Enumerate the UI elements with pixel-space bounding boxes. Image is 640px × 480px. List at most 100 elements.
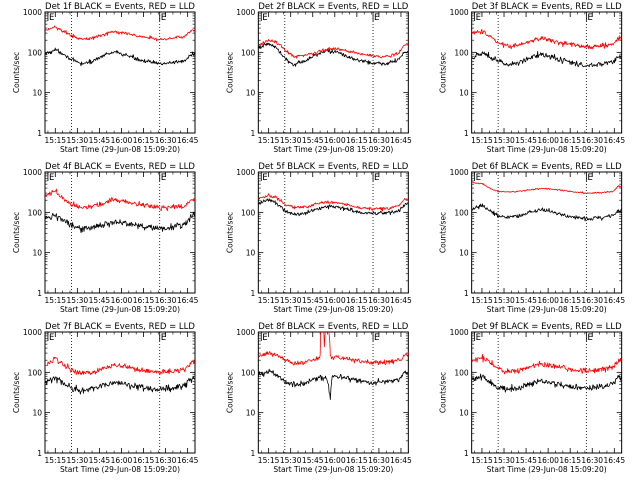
- flag-marker-label: E: [476, 13, 481, 23]
- y-tick-label: 1000: [23, 328, 42, 337]
- detector-panel-8: Det 8f BLACK = Events, RED = LLD 1 10 100 10…: [225, 322, 412, 474]
- x-tick-label: 16:30: [155, 456, 177, 465]
- detector-panel-3: Det 3f BLACK = Events, RED = LLD 1 10 100 10…: [439, 2, 626, 154]
- flag-marker-label: E: [161, 13, 166, 23]
- x-tick-label: 16:45: [177, 136, 199, 145]
- x-tick-label: 15:45: [515, 296, 537, 305]
- detector-panel-6: Det 6f BLACK = Events, RED = LLD 1 10 100 10…: [439, 162, 626, 314]
- x-tick-label: 16:45: [603, 136, 625, 145]
- y-tick-label: 100: [28, 368, 43, 377]
- y-tick-label: 10: [459, 249, 469, 258]
- y-axis-label: Counts/sec: [439, 52, 448, 93]
- x-tick-label: 16:15: [346, 136, 368, 145]
- events-series-line: [45, 211, 195, 234]
- lld-series-line: [258, 39, 409, 59]
- detector-panel-4: Det 4f BLACK = Events, RED = LLD 1 10 100 10…: [12, 162, 199, 314]
- y-tick-label: 10: [246, 409, 256, 418]
- x-tick-label: 15:30: [280, 136, 302, 145]
- lld-series-line: [258, 332, 409, 366]
- x-tick-label: 16:45: [390, 136, 412, 145]
- x-tick-label: 16:30: [368, 136, 390, 145]
- x-tick-label: 16:00: [324, 136, 346, 145]
- x-tick-label: 16:30: [368, 296, 390, 305]
- x-tick-label: 16:45: [177, 456, 199, 465]
- panel-title: Det 4f BLACK = Events, RED = LLD: [45, 162, 195, 172]
- events-series-line: [471, 51, 622, 68]
- x-tick-label: 16:00: [111, 456, 133, 465]
- x-axis-label: Start Time (29-Jun-08 15:09:20): [487, 305, 607, 314]
- flag-marker-label: E: [262, 333, 267, 343]
- x-tick-label: 15:30: [493, 136, 515, 145]
- x-tick-label: 15:45: [89, 456, 111, 465]
- x-tick-label: 16:15: [133, 136, 155, 145]
- events-series-line: [258, 42, 409, 67]
- events-series-line: [45, 47, 195, 67]
- x-tick-label: 15:45: [515, 136, 537, 145]
- flag-marker-label: E: [476, 333, 481, 343]
- x-tick-label: 15:45: [302, 456, 324, 465]
- panel-title: Det 1f BLACK = Events, RED = LLD: [45, 2, 195, 12]
- x-tick-label: 16:45: [177, 296, 199, 305]
- y-tick-label: 10: [246, 249, 256, 258]
- x-tick-label: 15:45: [89, 136, 111, 145]
- x-tick-label: 15:15: [258, 296, 280, 305]
- x-tick-label: 16:45: [390, 456, 412, 465]
- y-tick-label: 1000: [450, 328, 469, 337]
- detector-panel-1: Det 1f BLACK = Events, RED = LLD 1 10 100 10…: [12, 2, 199, 154]
- lld-series-line: [45, 188, 195, 212]
- lld-series-line: [471, 353, 622, 375]
- plot-frame: [257, 11, 409, 134]
- y-tick-label: 1000: [236, 328, 255, 337]
- y-axis-label: Counts/sec: [439, 212, 448, 253]
- y-tick-label: 1: [37, 449, 42, 458]
- x-tick-label: 15:30: [67, 456, 89, 465]
- x-tick-label: 16:15: [133, 296, 155, 305]
- lld-series-line: [471, 181, 622, 195]
- x-tick-label: 15:45: [302, 296, 324, 305]
- events-series-line: [45, 376, 195, 395]
- y-axis-label: Counts/sec: [12, 52, 21, 93]
- panel-title: Det 6f BLACK = Events, RED = LLD: [472, 162, 622, 172]
- x-tick-label: 15:45: [515, 456, 537, 465]
- panel-title: Det 7f BLACK = Events, RED = LLD: [45, 322, 195, 332]
- x-tick-label: 15:15: [471, 456, 493, 465]
- x-tick-label: 15:15: [44, 136, 66, 145]
- x-axis-label: Start Time (29-Jun-08 15:09:20): [60, 465, 180, 474]
- x-tick-label: 16:30: [368, 456, 390, 465]
- x-tick-label: 16:00: [537, 296, 559, 305]
- events-series-line: [258, 368, 409, 400]
- flag-marker-label: E: [374, 173, 379, 183]
- x-axis-label: Start Time (29-Jun-08 15:09:20): [273, 465, 393, 474]
- y-tick-label: 1: [37, 129, 42, 138]
- flag-marker-label: E: [49, 173, 54, 183]
- y-tick-label: 1000: [236, 168, 255, 177]
- flag-marker-label: E: [476, 173, 481, 183]
- flag-marker-label: E: [262, 173, 267, 183]
- y-tick-label: 1: [251, 129, 256, 138]
- y-tick-label: 1000: [23, 168, 42, 177]
- plot-frame: [44, 11, 196, 134]
- y-tick-label: 1: [464, 289, 469, 298]
- x-tick-label: 16:45: [603, 296, 625, 305]
- y-axis-label: Counts/sec: [12, 212, 21, 253]
- plot-frame: [471, 11, 623, 134]
- x-tick-label: 15:30: [493, 456, 515, 465]
- plot-frame: [257, 331, 409, 454]
- y-tick-label: 1: [464, 449, 469, 458]
- x-tick-label: 16:15: [133, 456, 155, 465]
- x-tick-label: 16:30: [581, 456, 603, 465]
- y-tick-label: 100: [241, 208, 256, 217]
- plot-frame: [257, 171, 409, 294]
- detector-panel-2: Det 2f BLACK = Events, RED = LLD 1 10 100 10…: [225, 2, 412, 154]
- x-tick-label: 16:00: [324, 296, 346, 305]
- y-axis-label: Counts/sec: [12, 372, 21, 413]
- x-tick-label: 15:15: [258, 456, 280, 465]
- y-tick-label: 100: [454, 368, 469, 377]
- x-tick-label: 15:30: [67, 136, 89, 145]
- x-axis-label: Start Time (29-Jun-08 15:09:20): [487, 145, 607, 154]
- y-tick-label: 1000: [450, 168, 469, 177]
- detector-panel-5: Det 5f BLACK = Events, RED = LLD 1 10 100 10…: [225, 162, 412, 314]
- panel-title: Det 9f BLACK = Events, RED = LLD: [472, 322, 622, 332]
- x-tick-label: 15:30: [493, 296, 515, 305]
- flag-marker-label: E: [587, 173, 592, 183]
